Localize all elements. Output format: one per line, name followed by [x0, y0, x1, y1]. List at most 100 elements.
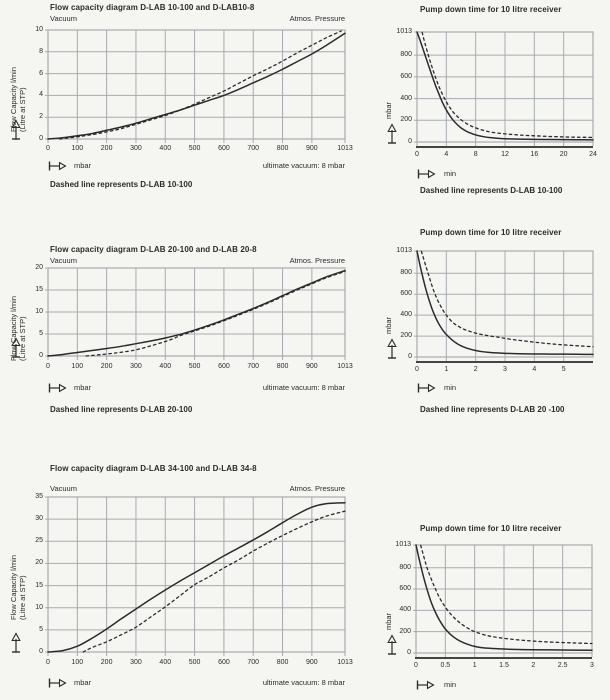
x-unit-label: min [444, 383, 457, 392]
right-arrow-from-bar-icon [417, 383, 436, 393]
x-tick-label: 700 [247, 659, 260, 666]
x-tick-label: 800 [276, 659, 289, 666]
chart-canvas [414, 31, 594, 148]
x-tick-label: 16 [530, 151, 539, 158]
x-tick-label: 0 [414, 662, 418, 669]
y-tick-label: 200 [400, 332, 412, 340]
y-tick-label: 30 [35, 515, 43, 523]
y-tick-label: 0 [39, 135, 43, 142]
x-tick-label: 2 [473, 366, 478, 373]
y-tick-label: 8 [39, 47, 43, 55]
atmos-pressure-label: Atmos. Pressure [289, 14, 345, 23]
y-tick-label: 0 [39, 352, 43, 359]
right-arrow-from-bar-icon [416, 680, 435, 690]
y-tick-label: 25 [35, 537, 43, 545]
x-tick-label: 100 [71, 363, 84, 370]
y-tick-label: 400 [400, 311, 412, 319]
x-tick-label: 600 [218, 363, 230, 370]
x-tick-label: 600 [218, 145, 230, 152]
x-tick-label: 1013 [337, 659, 353, 666]
x-tick-label: 0 [415, 151, 419, 158]
x-tick-label: 300 [130, 363, 142, 370]
x-tick-label: 8 [473, 151, 478, 158]
y-tick-label: 800 [400, 51, 412, 59]
flow-capacity-chart-dlab20: Flow capacity diagram D-LAB 20-100 and D… [0, 240, 360, 460]
x-tick-label: 1013 [337, 363, 353, 370]
x-tick-label: 700 [247, 363, 260, 370]
chart-title: Flow capacity diagram D-LAB 34-100 and D… [50, 464, 257, 473]
y-tick-label: 1013 [396, 28, 412, 35]
x-tick-label: 1 [472, 662, 477, 669]
x-tick-label: 1.5 [499, 662, 509, 669]
plot-area [413, 544, 593, 659]
plot-area [45, 496, 346, 656]
vacuum-label: Vacuum [50, 256, 77, 265]
y-tick-label: 800 [400, 269, 412, 277]
chart-canvas [413, 544, 593, 659]
x-tick-label: 4 [444, 151, 449, 158]
x-tick-label: 900 [306, 363, 318, 370]
flow-capacity-chart-dlab10: Flow capacity diagram D-LAB 10-100 and D… [0, 0, 360, 212]
x-tick-label: 200 [100, 145, 113, 152]
right-arrow-from-bar-icon [48, 678, 67, 688]
up-arrow-from-bar-icon [387, 123, 397, 144]
up-arrow-from-bar-icon [11, 337, 21, 358]
x-tick-label: 500 [188, 145, 201, 152]
y-tick-label: 5 [39, 330, 43, 337]
x-tick-label: 0 [46, 145, 50, 152]
x-tick-label: 500 [188, 659, 201, 666]
chart-canvas [45, 29, 346, 143]
chart-title: Pump down time for 10 litre receiver [420, 5, 562, 14]
x-tick-label: 0 [46, 659, 50, 666]
ultimate-vacuum-label: ultimate vacuum: 8 mbar [262, 383, 345, 392]
x-tick-label: 700 [247, 145, 260, 152]
x-tick-label: 2.5 [557, 662, 568, 669]
plot-area [414, 31, 594, 148]
x-tick-label: 800 [276, 145, 289, 152]
x-tick-label: 500 [188, 363, 201, 370]
plot-area [414, 250, 594, 363]
x-tick-label: 100 [71, 659, 84, 666]
atmos-pressure-label: Atmos. Pressure [289, 256, 345, 265]
y-tick-label: 2 [39, 113, 43, 121]
up-arrow-from-bar-icon [387, 338, 397, 359]
ultimate-vacuum-label: ultimate vacuum: 8 mbar [262, 678, 345, 687]
chart-title: Pump down time for 10 litre receiver [420, 524, 562, 533]
y-tick-label: 15 [35, 286, 43, 293]
y-tick-label: 6 [39, 69, 43, 77]
x-tick-label: 400 [159, 363, 172, 370]
x-tick-label: 1013 [337, 145, 353, 152]
x-tick-label: 3 [590, 662, 594, 669]
x-tick-label: 900 [306, 659, 318, 666]
y-tick-label: 10 [35, 603, 43, 611]
y-tick-label: 10 [35, 26, 43, 33]
y-tick-label: 0 [39, 648, 43, 655]
right-arrow-from-bar-icon [48, 161, 67, 171]
x-tick-label: 800 [276, 363, 289, 370]
flow-capacity-chart-dlab34: Flow capacity diagram D-LAB 34-100 and D… [0, 460, 360, 700]
pump-down-chart-dlab10: Pump down time for 10 litre receiver mba… [360, 0, 610, 212]
y-tick-label: 10 [35, 308, 43, 315]
y-tick-label: 600 [399, 585, 411, 593]
y-tick-label: 20 [35, 559, 43, 567]
x-unit-label: min [444, 680, 457, 689]
x-tick-label: 2 [531, 662, 536, 669]
chart-title: Pump down time for 10 litre receiver [420, 228, 562, 237]
x-tick-label: 400 [159, 659, 172, 666]
x-tick-label: 100 [71, 145, 84, 152]
dashed-line-note: Dashed line represents D-LAB 20-100 [50, 405, 193, 414]
chart-canvas [45, 267, 346, 360]
dashed-line-note: Dashed line represents D-LAB 10-100 [420, 186, 563, 195]
x-unit-label: mbar [74, 678, 92, 687]
chart-canvas [45, 496, 346, 656]
x-unit-label: mbar [74, 383, 92, 392]
pump-down-chart-dlab20: Pump down time for 10 litre receiver mba… [360, 220, 610, 435]
y-tick-label: 0 [407, 649, 411, 656]
y-tick-label: 400 [399, 606, 411, 614]
y-tick-label: 600 [400, 72, 412, 80]
x-tick-label: 300 [130, 659, 142, 666]
y-tick-label: 1013 [396, 247, 412, 254]
y-tick-label: 20 [35, 264, 43, 271]
x-tick-label: 3 [503, 366, 507, 373]
